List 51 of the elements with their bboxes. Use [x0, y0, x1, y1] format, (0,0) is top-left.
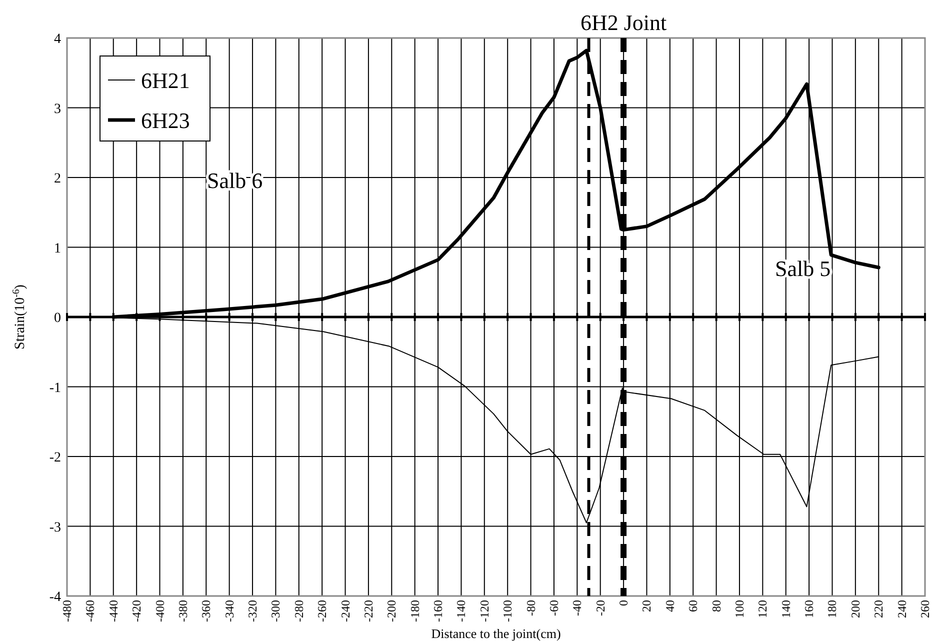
x-axis-title: Distance to the joint(cm): [431, 626, 561, 641]
x-tick-label: -220: [361, 600, 376, 622]
x-tick-label: -120: [477, 600, 492, 622]
legend-label: 6H23: [141, 108, 190, 133]
x-tick-label: -100: [500, 600, 515, 622]
legend-label: 6H21: [141, 68, 190, 93]
x-tick-label: 80: [709, 600, 724, 612]
y-tick-label: -1: [49, 380, 61, 396]
x-tick-label: 160: [802, 600, 816, 618]
y-tick-label: 0: [54, 311, 61, 326]
x-tick-label: -300: [268, 600, 283, 622]
x-tick-label: -480: [60, 600, 74, 622]
x-tick-label: -240: [338, 600, 352, 622]
x-tick-label: -420: [130, 600, 144, 622]
x-tick-label: 20: [640, 600, 654, 612]
x-tick-label: 60: [686, 600, 700, 612]
x-tick-label: 260: [918, 600, 932, 618]
x-tick-label: -280: [292, 600, 306, 622]
x-tick-label: -440: [106, 600, 120, 622]
x-tick-label: -60: [546, 600, 561, 616]
x-tick-label: -380: [176, 600, 190, 622]
x-tick-label: 140: [778, 600, 793, 618]
x-tick-label: -40: [570, 600, 584, 616]
x-tick-label: 200: [848, 600, 862, 618]
x-tick-label: -260: [315, 600, 330, 622]
y-tick-label: -4: [49, 590, 61, 605]
x-tick-label: -80: [524, 600, 538, 616]
x-tick-label: -340: [222, 600, 236, 622]
x-tick-label: 240: [894, 600, 909, 618]
y-tick-label: 4: [54, 32, 61, 47]
x-tick-label: 0: [616, 600, 631, 606]
x-tick-label: 100: [732, 600, 746, 618]
x-tick-label: 180: [825, 600, 840, 618]
ref-line-label: 6H2 Joint: [580, 10, 667, 35]
y-tick-label: -3: [49, 520, 61, 536]
x-tick-label: -180: [408, 600, 422, 622]
x-tick-label: 120: [756, 600, 770, 618]
x-tick-label: -20: [593, 600, 608, 616]
x-tick-label: -360: [199, 600, 214, 622]
x-tick-label: -140: [454, 600, 468, 622]
y-tick-label: 2: [54, 172, 61, 186]
y-tick-label: 1: [54, 241, 61, 256]
x-tick-label: -200: [384, 600, 399, 622]
x-tick-label: -460: [83, 600, 98, 622]
x-tick-label: -320: [246, 600, 260, 622]
x-tick-label: 220: [872, 600, 886, 618]
y-tick-label: -2: [49, 450, 61, 466]
y-tick-label: 3: [54, 102, 61, 117]
x-tick-label: 40: [662, 600, 677, 612]
x-tick-label: -400: [152, 600, 167, 622]
x-tick-label: -160: [431, 600, 446, 622]
